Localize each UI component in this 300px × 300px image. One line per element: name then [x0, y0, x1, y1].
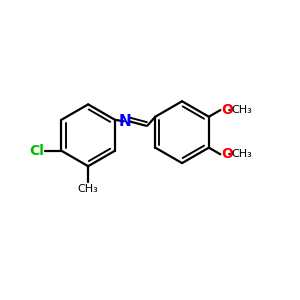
Text: O: O	[221, 147, 233, 161]
Text: N: N	[119, 114, 132, 129]
Text: CH₃: CH₃	[232, 105, 252, 115]
Text: Cl: Cl	[29, 144, 44, 158]
Text: O: O	[221, 103, 233, 117]
Text: CH₃: CH₃	[232, 149, 252, 159]
Text: CH₃: CH₃	[78, 184, 98, 194]
